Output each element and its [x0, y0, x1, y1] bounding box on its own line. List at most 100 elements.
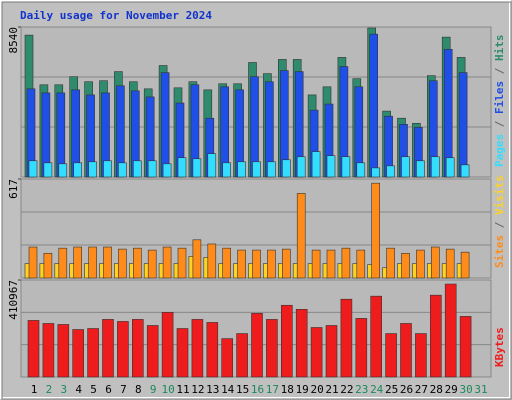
bar: [295, 309, 308, 378]
x-tick-label: 6: [105, 383, 112, 396]
x-tick-label: 1: [31, 383, 38, 396]
x-tick-label: 26: [400, 383, 413, 396]
bar: [267, 249, 276, 279]
bar: [103, 246, 112, 279]
x-tick-label: 17: [266, 383, 279, 396]
legend-label: Visits: [493, 175, 506, 215]
bar: [311, 151, 321, 178]
bar: [237, 161, 246, 178]
bar: [326, 249, 336, 279]
bar: [58, 163, 68, 178]
bar: [296, 193, 306, 279]
bar: [460, 251, 470, 279]
x-tick-label: 28: [430, 383, 443, 396]
bar: [57, 324, 70, 378]
x-tick-label: 19: [296, 383, 309, 396]
bar: [146, 325, 159, 378]
x-tick-label: 8: [135, 383, 142, 396]
legend-label: Sites: [493, 235, 506, 268]
bar: [430, 246, 440, 279]
bar: [356, 249, 366, 279]
x-tick-label: 21: [325, 383, 338, 396]
bar: [251, 313, 263, 378]
bar: [401, 252, 410, 279]
bar: [43, 162, 53, 178]
x-tick-label: 29: [445, 383, 458, 396]
bar: [459, 316, 472, 378]
x-tick-label: 5: [90, 383, 97, 396]
bar: [415, 333, 427, 378]
bar: [160, 72, 170, 178]
x-tick-label: 23: [355, 383, 368, 396]
bar: [460, 164, 470, 178]
bar: [28, 246, 38, 279]
bar: [192, 158, 202, 178]
bar: [371, 182, 381, 279]
chart-title: Daily usage for November 2024: [20, 9, 212, 22]
bar: [132, 319, 144, 378]
bar: [416, 249, 425, 279]
bar: [133, 247, 142, 279]
bar: [117, 321, 129, 378]
bar: [386, 247, 395, 279]
x-tick-label: 18: [281, 383, 294, 396]
bar: [162, 246, 172, 279]
x-tick-label: 14: [221, 383, 235, 396]
legend-label: Files: [493, 81, 506, 114]
bar: [58, 247, 68, 279]
bar: [88, 161, 97, 178]
bar: [281, 159, 291, 178]
y-tick-label: 8540: [7, 27, 20, 54]
bar: [311, 249, 321, 279]
bar: [192, 239, 202, 279]
bar: [207, 153, 217, 178]
bar: [266, 319, 278, 378]
bar: [341, 247, 351, 279]
bar: [118, 248, 127, 279]
bar: [73, 162, 82, 178]
bar: [42, 323, 55, 378]
x-tick-label: 31: [474, 383, 487, 396]
x-tick-label: 13: [206, 383, 219, 396]
bar: [118, 162, 127, 178]
bar: [370, 295, 383, 378]
bar: [103, 160, 112, 178]
bar: [252, 161, 261, 178]
bar: [430, 156, 440, 178]
legend-label: Hits: [493, 35, 506, 62]
bar: [340, 298, 353, 378]
bar: [341, 156, 351, 178]
y-tick-label: 410967: [7, 280, 20, 320]
x-tick-label: 11: [176, 383, 189, 396]
x-tick-label: 30: [459, 383, 472, 396]
bar: [162, 163, 172, 178]
bar: [27, 320, 40, 378]
x-tick-label: 4: [75, 383, 82, 396]
x-tick-label: 15: [236, 383, 249, 396]
bar: [177, 247, 187, 279]
bar: [416, 160, 425, 178]
legend-separator: /: [493, 114, 506, 134]
bar: [133, 160, 142, 178]
legend: Pages / Files / Hits: [493, 35, 506, 168]
bar: [444, 283, 457, 378]
bar: [221, 338, 233, 378]
legend: KBytes: [493, 327, 506, 367]
x-tick-label: 16: [251, 383, 264, 396]
x-tick-label: 2: [46, 383, 53, 396]
x-tick-label: 3: [60, 383, 67, 396]
bar: [177, 157, 187, 178]
bar: [252, 249, 261, 279]
bar: [73, 246, 82, 279]
bar: [207, 243, 217, 279]
bar: [147, 160, 157, 178]
bar: [356, 162, 366, 178]
bar: [371, 167, 381, 178]
x-tick-label: 22: [340, 383, 353, 396]
bar: [281, 248, 291, 279]
x-tick-label: 9: [150, 383, 157, 396]
bar: [102, 319, 114, 378]
bar: [310, 327, 323, 378]
bar: [386, 165, 395, 178]
